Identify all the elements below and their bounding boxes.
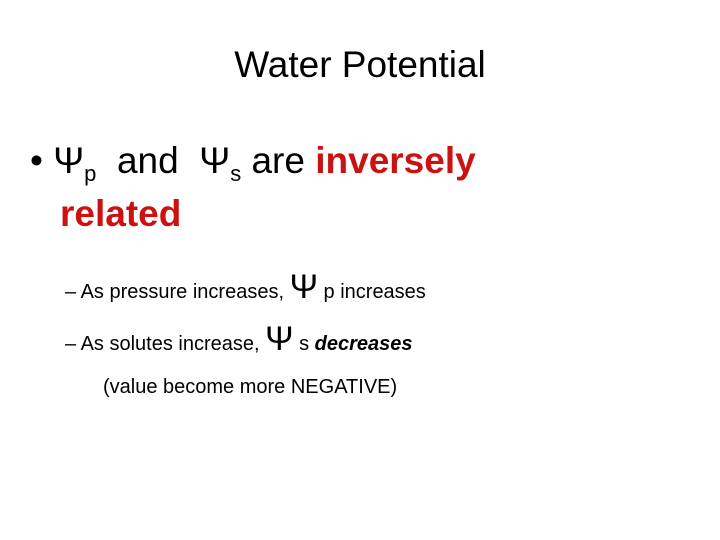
psi: Ψ	[265, 320, 294, 358]
bullet-marker: •	[30, 140, 43, 181]
text: are	[251, 140, 305, 181]
emphasis: decreases	[314, 333, 413, 355]
sub-bullet: – As pressure increases, Ψ p increases	[65, 268, 426, 307]
psi: Ψ	[289, 268, 318, 306]
text: As pressure increases,	[80, 281, 284, 303]
text: As solutes increase,	[80, 333, 260, 355]
psi: Ψ	[199, 140, 231, 181]
subscript: s	[230, 161, 242, 186]
sub-marker: –	[65, 281, 77, 303]
bullet-line: • Ψp and Ψs are inversely	[30, 140, 476, 186]
emphasis: inversely	[315, 140, 476, 181]
sub-bullet: – As solutes increase, Ψ s decreases	[65, 320, 413, 359]
emphasis: related	[60, 193, 182, 234]
slide-title: Water Potential	[234, 44, 486, 85]
note: (value become more NEGATIVE)	[103, 376, 398, 398]
text: and	[116, 140, 179, 181]
text: p increases	[323, 281, 426, 303]
subscript: p	[84, 161, 97, 186]
text: s	[299, 333, 310, 355]
sub-marker: –	[65, 333, 77, 355]
psi: Ψ	[53, 140, 85, 181]
